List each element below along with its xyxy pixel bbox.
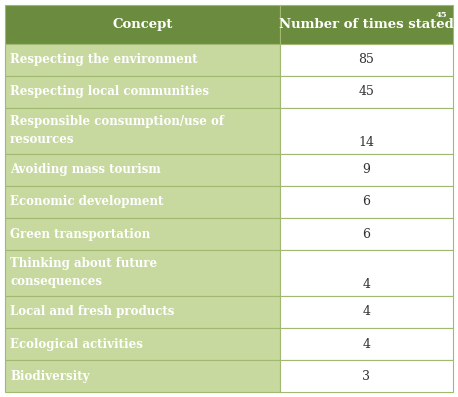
Text: Concept: Concept xyxy=(113,18,173,31)
Bar xyxy=(5,44,280,76)
Bar xyxy=(280,250,453,296)
Text: Economic development: Economic development xyxy=(10,195,164,208)
Text: 3: 3 xyxy=(362,370,371,383)
Bar xyxy=(280,108,453,154)
Bar xyxy=(280,360,453,392)
Bar xyxy=(280,5,453,44)
Bar xyxy=(5,250,280,296)
Text: Number of times stated: Number of times stated xyxy=(279,18,454,31)
Bar xyxy=(280,328,453,360)
Bar xyxy=(5,218,280,250)
Bar xyxy=(5,296,280,328)
Bar xyxy=(280,218,453,250)
Text: 14: 14 xyxy=(359,136,375,149)
Text: 6: 6 xyxy=(362,195,371,208)
Text: Responsible consumption/use of
resources: Responsible consumption/use of resources xyxy=(10,115,224,146)
Text: Thinking about future
consequences: Thinking about future consequences xyxy=(10,257,157,289)
Text: 9: 9 xyxy=(363,163,371,176)
Text: 4: 4 xyxy=(362,278,371,291)
Bar xyxy=(280,76,453,108)
Text: Respecting the environment: Respecting the environment xyxy=(10,53,198,66)
Bar xyxy=(5,154,280,186)
Text: Avoiding mass tourism: Avoiding mass tourism xyxy=(10,163,161,176)
Bar xyxy=(280,44,453,76)
Bar xyxy=(280,186,453,218)
Bar xyxy=(5,186,280,218)
Text: Local and fresh products: Local and fresh products xyxy=(10,305,174,318)
Text: Ecological activities: Ecological activities xyxy=(10,337,143,351)
Bar xyxy=(5,108,280,154)
Bar xyxy=(5,328,280,360)
Bar xyxy=(5,360,280,392)
Text: 85: 85 xyxy=(359,53,374,66)
Text: 45: 45 xyxy=(435,12,447,19)
Bar xyxy=(280,296,453,328)
Text: Respecting local communities: Respecting local communities xyxy=(10,85,209,98)
Bar xyxy=(5,5,280,44)
Bar xyxy=(280,154,453,186)
Text: 4: 4 xyxy=(362,337,371,351)
Text: Biodiversity: Biodiversity xyxy=(10,370,90,383)
Text: 4: 4 xyxy=(362,305,371,318)
Text: Green transportation: Green transportation xyxy=(10,227,150,241)
Text: 45: 45 xyxy=(359,85,374,98)
Bar xyxy=(5,76,280,108)
Text: 6: 6 xyxy=(362,227,371,241)
